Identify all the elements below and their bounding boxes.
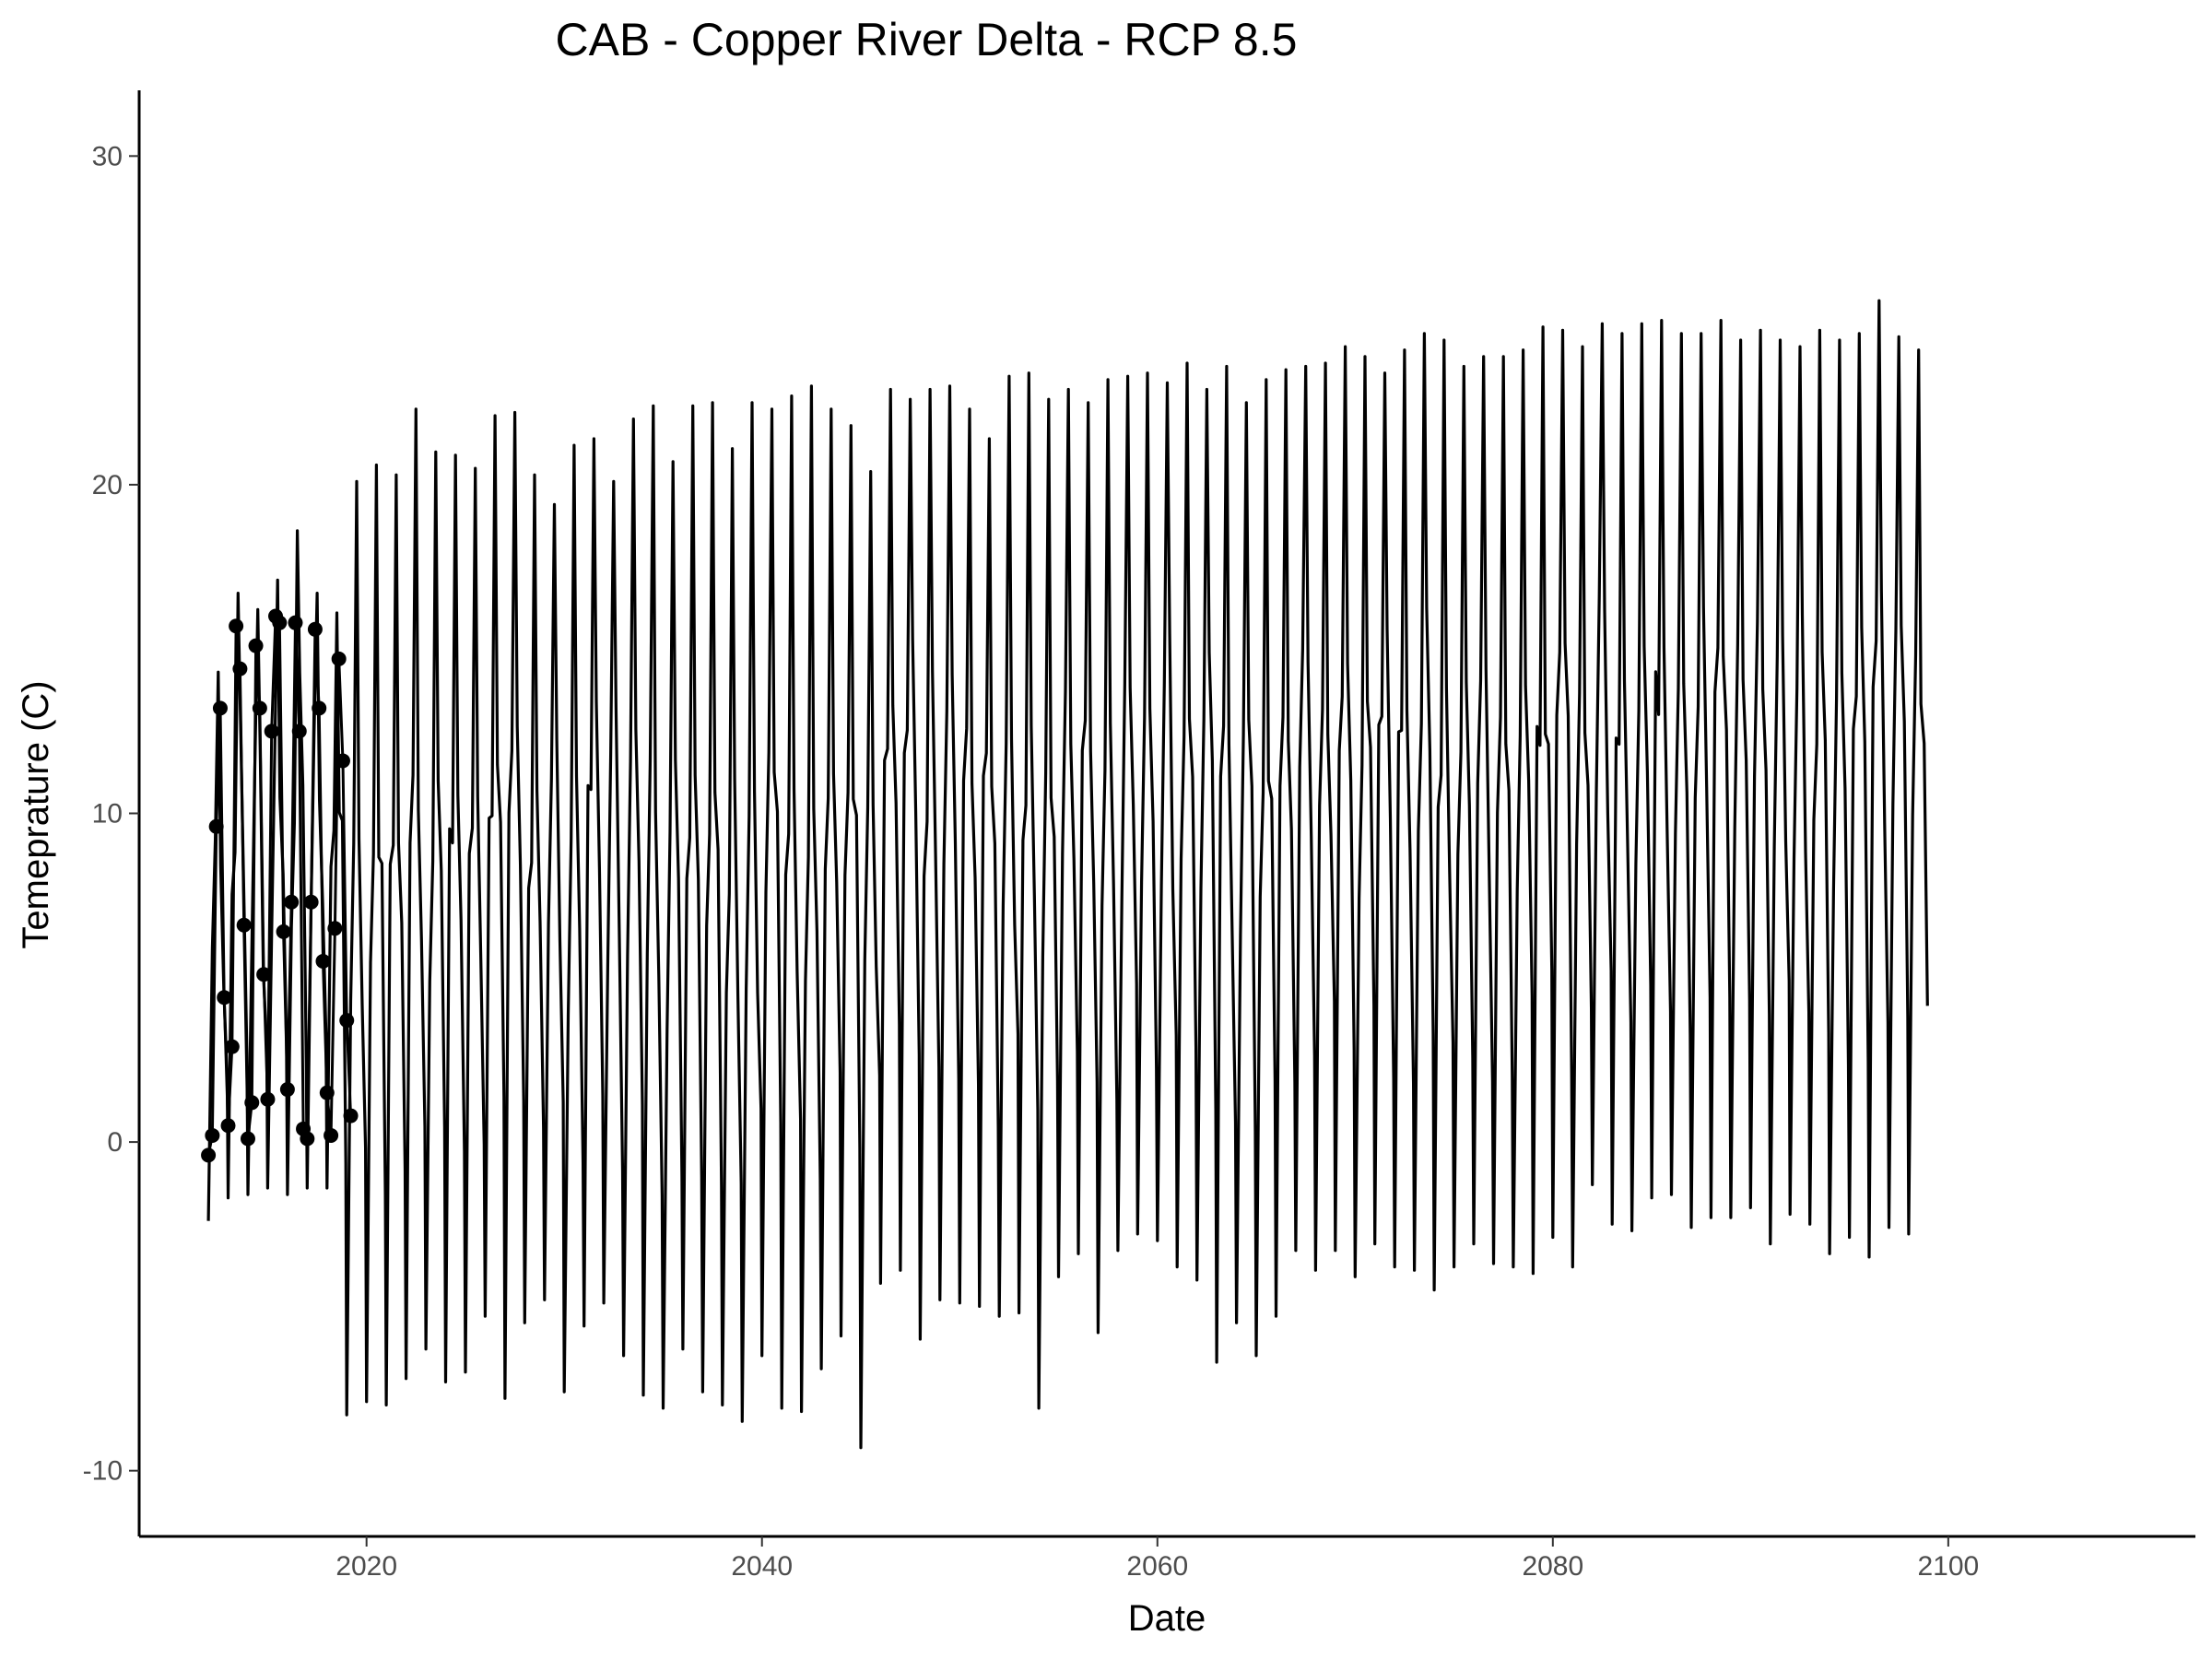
observed-point xyxy=(248,638,264,653)
chart-title: CAB - Copper River Delta - RCP 8.5 xyxy=(556,14,1298,65)
observed-point xyxy=(224,1039,240,1054)
observed-point xyxy=(217,990,232,1006)
observed-point xyxy=(324,1127,339,1143)
x-tick-label: 2100 xyxy=(1917,1551,1979,1582)
observed-point xyxy=(335,753,350,769)
observed-point xyxy=(279,1082,295,1098)
y-tick-label: -10 xyxy=(83,1456,123,1487)
observed-point xyxy=(201,1147,217,1163)
observed-point xyxy=(208,818,224,834)
y-tick-label: 10 xyxy=(92,799,123,830)
observed-point xyxy=(291,724,307,739)
observed-point xyxy=(327,921,343,936)
y-axis-label: Temeprature (C) xyxy=(16,680,56,948)
x-tick-label: 2080 xyxy=(1522,1551,1583,1582)
observed-point xyxy=(307,621,323,637)
observed-points xyxy=(201,608,359,1163)
observed-point xyxy=(319,1085,335,1100)
y-tick-label: 30 xyxy=(92,141,123,171)
observed-point xyxy=(312,700,327,716)
observed-point xyxy=(232,661,248,677)
observed-point xyxy=(331,651,347,666)
x-axis-ticks: 2020 2040 2060 2080 2100 xyxy=(335,1536,1979,1582)
x-axis-label: Date xyxy=(1128,1598,1206,1639)
y-tick-label: 20 xyxy=(92,470,123,500)
observed-point xyxy=(300,1131,315,1147)
observed-point xyxy=(212,700,228,716)
plot-area xyxy=(206,299,1929,1450)
observed-point xyxy=(272,615,288,630)
observed-point xyxy=(264,724,279,739)
observed-point xyxy=(276,924,291,939)
x-tick-label: 2020 xyxy=(335,1551,397,1582)
observed-point xyxy=(256,967,272,982)
y-axis-ticks: -10 0 10 20 30 xyxy=(83,141,139,1487)
y-tick-label: 0 xyxy=(107,1127,123,1158)
observed-point xyxy=(244,1095,260,1111)
observed-point xyxy=(303,894,319,910)
observed-point xyxy=(260,1091,276,1107)
observed-point xyxy=(220,1118,236,1134)
observed-point xyxy=(288,615,303,630)
observed-point xyxy=(240,1131,255,1147)
observed-point xyxy=(339,1013,355,1029)
observed-point xyxy=(236,917,252,933)
observed-point xyxy=(229,618,244,634)
observed-point xyxy=(252,700,267,716)
x-tick-label: 2060 xyxy=(1126,1551,1188,1582)
temperature-line-series xyxy=(206,299,1929,1450)
observed-point xyxy=(315,953,331,969)
observed-point xyxy=(205,1127,220,1143)
x-tick-label: 2040 xyxy=(731,1551,793,1582)
observed-point xyxy=(343,1108,359,1124)
observed-point xyxy=(284,894,300,910)
